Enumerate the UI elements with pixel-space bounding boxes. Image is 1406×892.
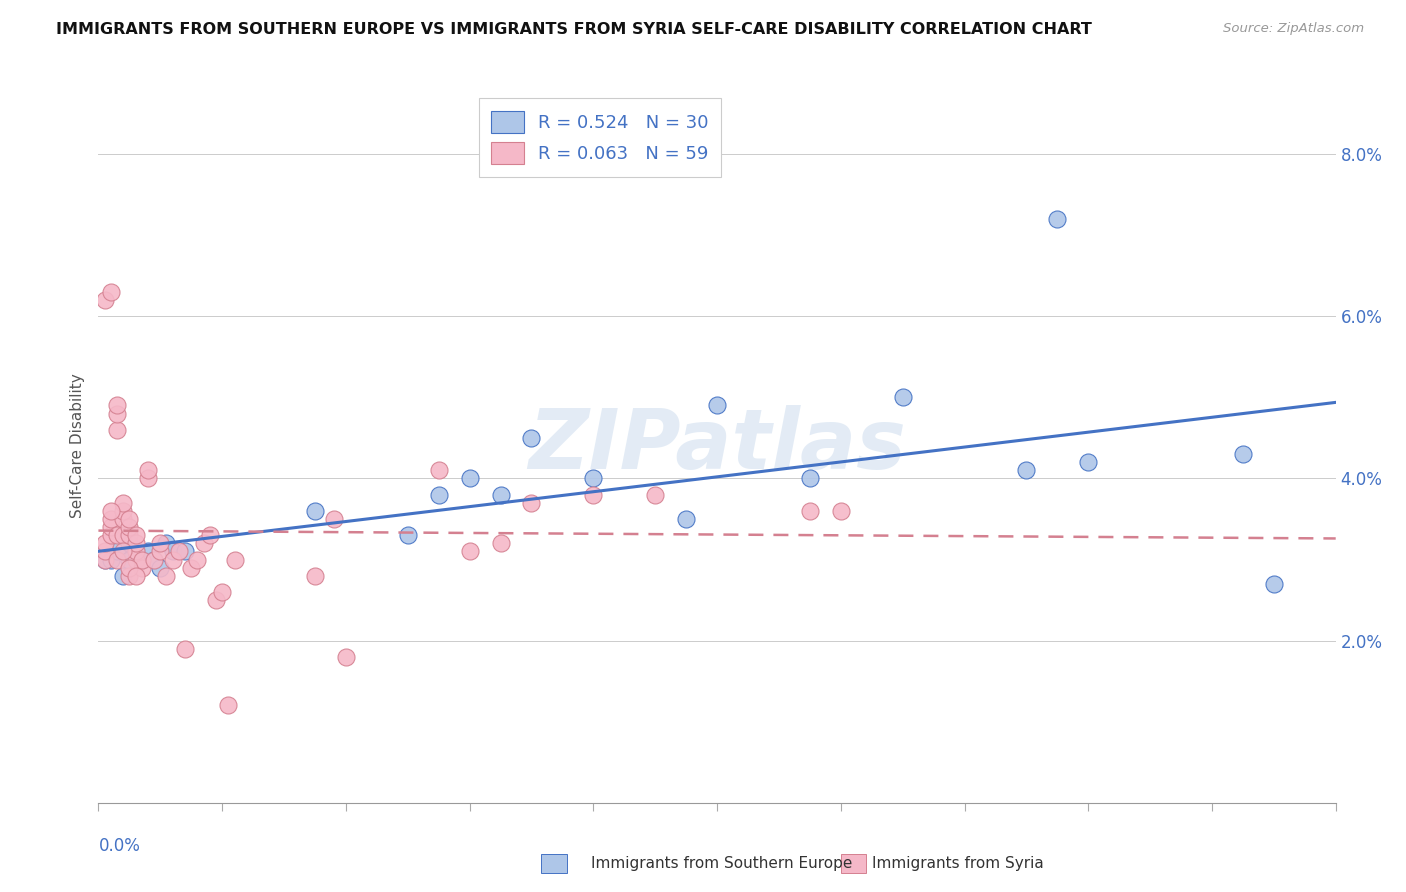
Text: Immigrants from Southern Europe: Immigrants from Southern Europe: [591, 856, 852, 871]
Point: [891, 390, 914, 404]
Point: [124, 568, 146, 582]
Point: [224, 552, 246, 566]
Point: [304, 568, 326, 582]
Point: [118, 536, 141, 550]
Point: [93, 552, 115, 566]
Point: [124, 544, 146, 558]
Point: [193, 536, 215, 550]
Point: [149, 560, 172, 574]
Point: [174, 544, 197, 558]
Point: [162, 552, 184, 566]
Point: [799, 471, 821, 485]
Point: [112, 504, 135, 518]
Point: [582, 471, 605, 485]
Point: [644, 488, 666, 502]
Point: [205, 593, 228, 607]
Point: [149, 536, 172, 550]
Point: [131, 552, 153, 566]
Point: [131, 552, 153, 566]
Point: [105, 407, 128, 421]
Point: [489, 488, 512, 502]
Point: [217, 698, 239, 713]
Point: [167, 544, 190, 558]
Point: [143, 552, 166, 566]
Point: [675, 512, 697, 526]
Point: [582, 488, 605, 502]
Text: Source: ZipAtlas.com: Source: ZipAtlas.com: [1223, 22, 1364, 36]
Point: [520, 496, 543, 510]
Point: [100, 285, 122, 299]
Point: [149, 544, 172, 558]
Point: [136, 544, 159, 558]
Point: [198, 528, 221, 542]
Point: [112, 496, 135, 510]
Text: Immigrants from Syria: Immigrants from Syria: [872, 856, 1043, 871]
Point: [706, 399, 728, 413]
Point: [112, 512, 135, 526]
Point: [100, 504, 122, 518]
Point: [93, 293, 115, 307]
Point: [155, 536, 177, 550]
Point: [458, 471, 481, 485]
Point: [458, 544, 481, 558]
Point: [93, 544, 115, 558]
Point: [1046, 211, 1069, 226]
Point: [124, 544, 146, 558]
Point: [489, 536, 512, 550]
Point: [118, 560, 141, 574]
Text: ZIPatlas: ZIPatlas: [529, 406, 905, 486]
Point: [799, 504, 821, 518]
Point: [112, 568, 135, 582]
Point: [396, 528, 419, 542]
Point: [1015, 463, 1038, 477]
Point: [118, 520, 141, 534]
Point: [520, 431, 543, 445]
Point: [186, 552, 208, 566]
Point: [100, 528, 122, 542]
Point: [1232, 447, 1254, 461]
Y-axis label: Self-Care Disability: Self-Care Disability: [69, 374, 84, 518]
Point: [211, 585, 233, 599]
Point: [427, 488, 450, 502]
Text: 0.0%: 0.0%: [98, 837, 141, 855]
Point: [1077, 455, 1099, 469]
Point: [124, 536, 146, 550]
Point: [322, 512, 344, 526]
Point: [105, 544, 128, 558]
Point: [1263, 577, 1285, 591]
Point: [100, 512, 122, 526]
Point: [304, 504, 326, 518]
Point: [124, 528, 146, 542]
Point: [112, 544, 135, 558]
Point: [118, 568, 141, 582]
Point: [427, 463, 450, 477]
Point: [162, 544, 184, 558]
Point: [136, 463, 159, 477]
Point: [335, 649, 357, 664]
Text: IMMIGRANTS FROM SOUTHERN EUROPE VS IMMIGRANTS FROM SYRIA SELF-CARE DISABILITY CO: IMMIGRANTS FROM SOUTHERN EUROPE VS IMMIG…: [56, 22, 1092, 37]
Point: [105, 423, 128, 437]
Point: [180, 560, 202, 574]
Point: [118, 512, 141, 526]
Point: [100, 552, 122, 566]
Point: [136, 471, 159, 485]
Point: [118, 552, 141, 566]
Point: [105, 528, 128, 542]
Point: [93, 552, 115, 566]
Point: [174, 641, 197, 656]
Point: [112, 528, 135, 542]
Point: [105, 552, 128, 566]
Point: [105, 399, 128, 413]
Point: [830, 504, 852, 518]
Point: [143, 552, 166, 566]
Legend: R = 0.524   N = 30, R = 0.063   N = 59: R = 0.524 N = 30, R = 0.063 N = 59: [478, 98, 721, 177]
Point: [131, 560, 153, 574]
Point: [93, 536, 115, 550]
Point: [100, 520, 122, 534]
Point: [118, 528, 141, 542]
Point: [124, 552, 146, 566]
Point: [155, 568, 177, 582]
